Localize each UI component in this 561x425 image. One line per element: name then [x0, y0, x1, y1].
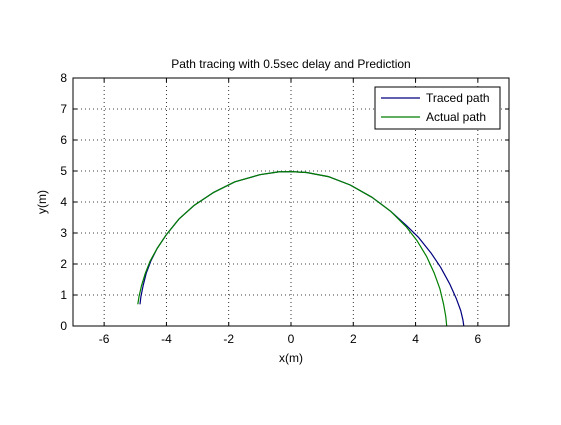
legend-label-actual: Actual path [426, 110, 486, 124]
y-tick-label: 5 [60, 164, 67, 178]
series-line-actual-path [137, 171, 448, 327]
series-lines [137, 171, 465, 327]
chart-title: Path tracing with 0.5sec delay and Predi… [171, 57, 410, 71]
legend-label-traced: Traced path [426, 91, 490, 105]
y-tick-label: 7 [60, 102, 67, 116]
x-tick-label: -2 [223, 332, 234, 346]
y-tick-label: 0 [60, 319, 67, 333]
x-tick-label: -4 [161, 332, 172, 346]
y-tick-label: 4 [60, 195, 67, 209]
y-tick-label: 3 [60, 226, 67, 240]
x-tick-label: -6 [99, 332, 110, 346]
y-axis-label: y(m) [35, 190, 49, 214]
y-tick-label: 2 [60, 257, 67, 271]
y-tick-label: 1 [60, 288, 67, 302]
x-tick-label: 0 [288, 332, 295, 346]
x-axis-label: x(m) [279, 351, 303, 365]
x-tick-label: 4 [412, 332, 419, 346]
legend-box [374, 86, 501, 130]
x-tick-label: 2 [350, 332, 357, 346]
x-tick-label: 6 [475, 332, 482, 346]
y-tick-label: 6 [60, 133, 67, 147]
y-tick-label: 8 [60, 71, 67, 85]
legend: Traced path Actual path [374, 86, 501, 130]
axis-ticks: -6 -4 -2 0 2 4 6 0 1 2 3 4 5 6 7 8 [60, 71, 509, 346]
